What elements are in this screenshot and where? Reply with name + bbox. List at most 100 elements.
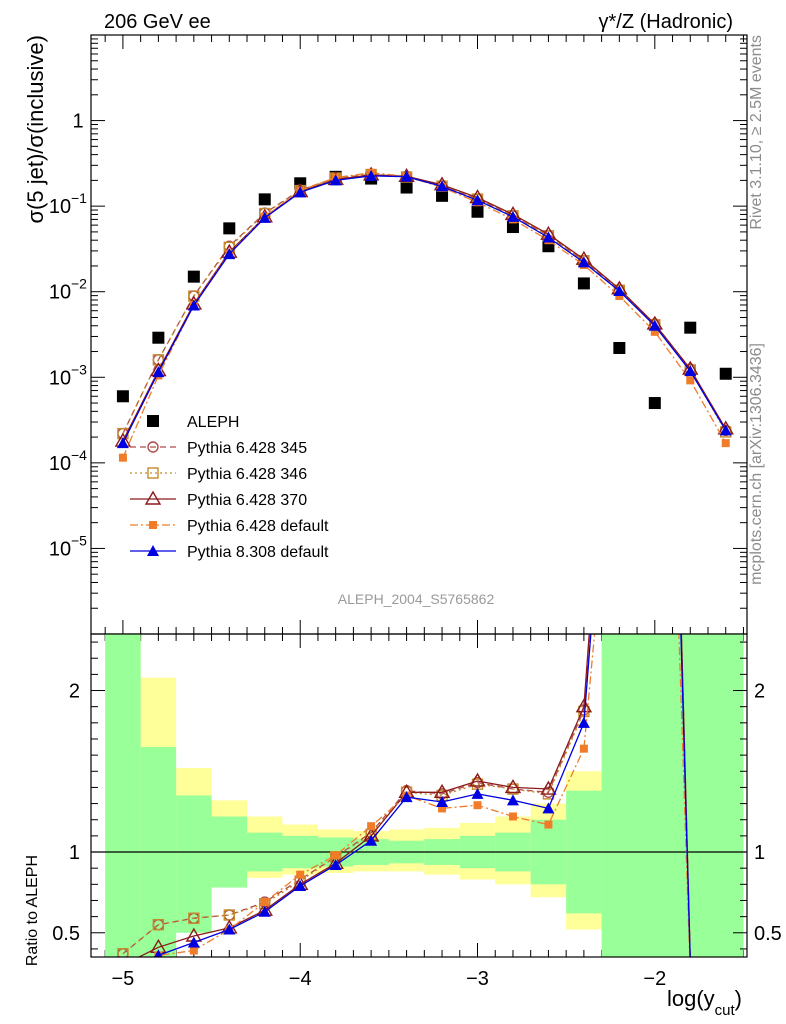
side-label-top: Rivet 3.1.10, ≥ 2.5M events [748,35,765,230]
main-series-group [114,166,734,462]
ratio-point [152,919,165,931]
data-point [152,366,165,378]
data-point [223,248,236,260]
data-point [116,390,129,403]
data-point [294,186,307,198]
y-tick-label: 1 [72,111,83,133]
ratio-series-line [152,634,691,957]
uncertainty-band-green [707,634,744,957]
ratio-point [473,801,482,810]
x-tick-label: −4 [289,968,312,990]
legend-marker [144,490,162,505]
ratio-point [154,949,163,957]
uncertainty-band-green [176,795,212,933]
data-point [471,194,484,206]
series-1 [117,168,732,440]
ratio-point [365,834,378,846]
ratio-point [542,802,555,814]
side-label-bottom: mcplots.cern.ch [arXiv:1306.3436] [748,343,765,585]
main-plot-layer: 10 −510 −410 −310 −210 −11 [49,34,748,957]
ratio-point [508,812,517,821]
data-point [436,180,449,192]
y-tick-label: 10 [49,453,71,475]
data-point [436,189,449,202]
ratio-point [188,912,200,924]
ratio-point [506,794,519,806]
ratio-y-tick-label: 0.5 [754,923,782,945]
series-3 [114,166,734,447]
ratio-y-tick-label: 2 [69,681,80,703]
main-watermark: ALEPH_2004_S5765862 [338,591,495,607]
legend-item: Pythia 6.428 345 [130,440,307,457]
data-point [258,193,271,206]
data-point [648,397,661,410]
data-point [400,181,413,194]
data-point [577,256,590,268]
y-tick-label: 10 [49,196,71,218]
y-tick-exponent: −4 [71,447,87,463]
ratio-series-line [137,634,691,957]
y-tick-label: 10 [49,367,71,389]
data-point [719,424,732,436]
ratio-frame [90,633,748,958]
legend-item: Pythia 6.428 370 [130,490,307,509]
ratio-series-line [122,634,691,957]
ratio-point [189,946,198,955]
ratio-point [258,905,271,917]
data-point [684,321,697,334]
data-point [721,439,730,448]
ratio-point [117,948,129,957]
y-tick-exponent: −2 [71,276,87,292]
data-point [223,222,236,235]
data-point [719,367,732,380]
main-y-axis-label: σ(5 jet)/σ(inclusive) [23,35,48,224]
data-point [615,292,624,301]
data-point [400,170,413,182]
data-point [542,231,555,243]
header-left-label: 206 GeV ee [104,11,211,33]
data-point [152,331,165,344]
x-tick-label: −3 [466,968,489,990]
ratio-point [469,772,486,787]
legend-marker [147,467,159,479]
y-tick-exponent: −5 [71,532,87,548]
legend-item: Pythia 6.428 346 [130,466,307,483]
ratio-point [331,851,340,860]
data-point [686,376,695,385]
ratio-point [544,820,553,829]
x-tick-label: −5 [112,968,135,990]
header-right-label: γ*/Z (Hadronic) [599,11,733,33]
ratio-point [329,858,342,870]
legend-marker [149,521,157,529]
ratio-y-tick-label: 2 [754,681,765,703]
uncertainty-band-green [637,634,673,957]
series-0 [116,170,732,410]
uncertainty-band-green [105,634,141,957]
data-point [613,341,626,354]
data-point [577,277,590,290]
ratio-series-4 [152,634,691,957]
data-point [118,453,127,462]
legend-marker [147,415,159,427]
series-line [122,175,727,444]
legend-label: Pythia 8.308 default [187,544,329,561]
legend-label: Pythia 6.428 346 [187,466,307,483]
data-point [650,327,659,336]
data-point [684,365,697,377]
legend-item: Pythia 6.428 default [130,518,329,535]
ratio-point [577,716,590,728]
data-point [365,169,378,181]
data-point [329,174,342,186]
ratio-point [438,804,447,813]
ratio-series-group [117,634,691,957]
ratio-point [294,879,307,891]
uncertainty-band-green [672,634,708,957]
ratio-series-line [155,634,691,957]
x-tick-label: −2 [643,968,666,990]
data-point [187,270,200,283]
ratio-y-axis-label: Ratio to ALEPH [24,855,41,966]
series-line [122,174,727,442]
data-point [506,221,519,234]
y-tick-exponent: −3 [71,361,87,377]
ratio-plot-layer: −5 −4 −3 −2 0.5 0.5 1 1 2 2 [52,633,782,990]
